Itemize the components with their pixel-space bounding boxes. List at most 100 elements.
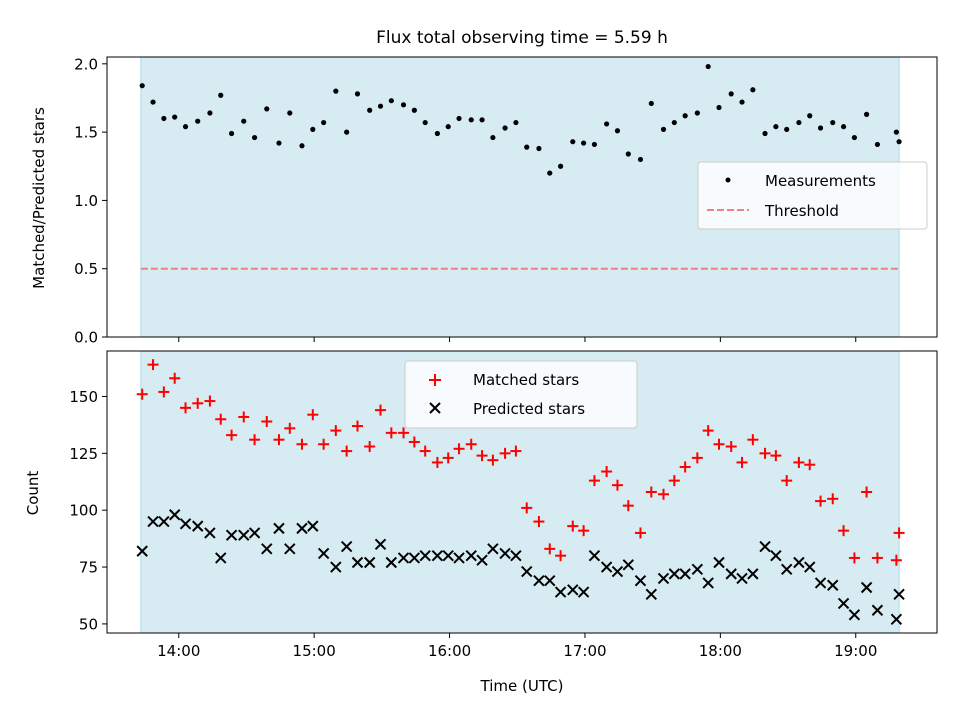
measurement-point — [434, 130, 440, 137]
predicted-star-point — [848, 609, 861, 621]
ratio-y-tick-label: 0.0 — [74, 329, 98, 347]
predicted-star-point — [622, 559, 634, 571]
measurement-point — [241, 118, 247, 124]
measurement-point — [536, 145, 542, 152]
measurement-point — [524, 144, 530, 150]
matched-star-point — [622, 500, 634, 512]
measurement-point — [694, 110, 700, 116]
matched-star-point — [567, 520, 579, 532]
predicted-star-point — [248, 527, 261, 539]
measurement-point — [784, 126, 790, 132]
chart-title: Flux total observing time = 5.59 h — [376, 28, 668, 48]
measurement-points — [139, 63, 902, 176]
matched-star-point — [385, 427, 397, 439]
count-plot-frame — [106, 350, 938, 634]
measurement-point — [354, 91, 361, 97]
measurement-point — [321, 119, 327, 126]
matched-star-point — [861, 486, 873, 498]
predicted-star-point — [204, 527, 216, 539]
count-x-tick-label: 18:00 — [699, 642, 742, 660]
predicted-star-point — [147, 515, 159, 528]
count-x-tick-label: 15:00 — [293, 642, 336, 660]
matched-star-point — [408, 436, 420, 448]
measurement-point — [172, 114, 178, 120]
matched-star-point — [273, 434, 285, 446]
predicted-star-point — [340, 540, 353, 553]
threshold-legend-label: Threshold — [764, 202, 839, 220]
count-y-tick-label: 150 — [69, 388, 98, 406]
predicted-star-point — [713, 556, 725, 569]
matched-star-point — [645, 486, 657, 498]
measurement-point — [557, 163, 564, 169]
measurement-point — [896, 139, 902, 145]
predicted-star-point — [668, 568, 681, 580]
measurement-point — [195, 118, 201, 124]
matched-star-point — [533, 516, 545, 528]
predicted-star-point — [890, 613, 903, 626]
measurement-point — [874, 141, 881, 148]
measurement-point — [150, 99, 156, 105]
measurements-legend-marker — [725, 177, 731, 183]
matched-star-point — [736, 456, 748, 468]
matched-star-point — [431, 456, 443, 468]
measurement-point — [830, 119, 836, 126]
measurement-point — [762, 130, 768, 137]
measurement-point — [264, 106, 270, 112]
matched-star-point — [204, 395, 216, 407]
matched-star-point — [544, 543, 556, 555]
predicted-star-point — [510, 549, 522, 562]
predicted-star-point — [793, 556, 805, 569]
measurement-point — [840, 124, 847, 130]
count-y-tick-label: 50 — [79, 615, 98, 633]
measurement-point — [893, 129, 899, 135]
ratio-x-ticks — [178, 337, 857, 342]
matched-star-point — [261, 416, 273, 427]
ratio-y-tick-label: 1.0 — [74, 192, 98, 210]
count-y-axis-label: Count — [24, 471, 42, 516]
measurement-point — [276, 140, 282, 146]
count-y-ticks: 50 75 100 125 150 — [69, 388, 107, 633]
measurement-point — [614, 128, 621, 134]
matched-points — [136, 359, 905, 566]
matched-star-point — [330, 425, 342, 437]
predicted-star-point — [544, 574, 556, 587]
matched-star-point — [793, 456, 805, 468]
matched-star-point — [759, 447, 771, 459]
predicted-star-point — [238, 529, 250, 541]
matched-star-point — [180, 402, 192, 414]
matched-star-point — [169, 372, 181, 384]
ratio-y-tick-label: 0.5 — [74, 260, 98, 278]
measurement-point — [310, 126, 316, 132]
matched-star-point — [588, 475, 600, 487]
matched-star-point — [611, 479, 623, 491]
ratio-panel: 0.00.51.01.52.0 Matched/Predicted stars … — [30, 55, 938, 347]
matched-star-point — [307, 409, 319, 421]
predicted-star-point — [397, 552, 410, 564]
measurement-point — [445, 124, 451, 130]
matched-star-point — [136, 388, 148, 400]
predicted-star-point — [860, 581, 873, 594]
predicted-star-point — [465, 549, 477, 562]
measurement-point — [388, 98, 394, 104]
predicted-star-point — [431, 549, 444, 562]
measurement-point — [377, 103, 384, 109]
predicted-star-point — [893, 588, 905, 601]
matched-star-point — [453, 443, 465, 455]
matched-star-point — [296, 438, 308, 450]
measurement-point — [637, 156, 644, 163]
predicted-star-point — [374, 538, 387, 551]
measurement-point — [228, 130, 235, 137]
measurement-point — [161, 115, 167, 122]
predicted-legend-label: Predicted stars — [473, 400, 585, 418]
predicted-points — [136, 509, 905, 626]
predicted-star-point — [634, 574, 647, 587]
predicted-star-point — [261, 543, 273, 555]
matched-star-point — [893, 527, 905, 539]
matched-star-point — [249, 434, 261, 446]
predicted-star-point — [827, 579, 839, 591]
measurement-point — [333, 88, 339, 94]
ratio-legend-box — [697, 161, 928, 230]
predicted-star-point — [363, 556, 376, 569]
measurement-point — [773, 124, 779, 130]
matched-star-point — [442, 452, 454, 464]
